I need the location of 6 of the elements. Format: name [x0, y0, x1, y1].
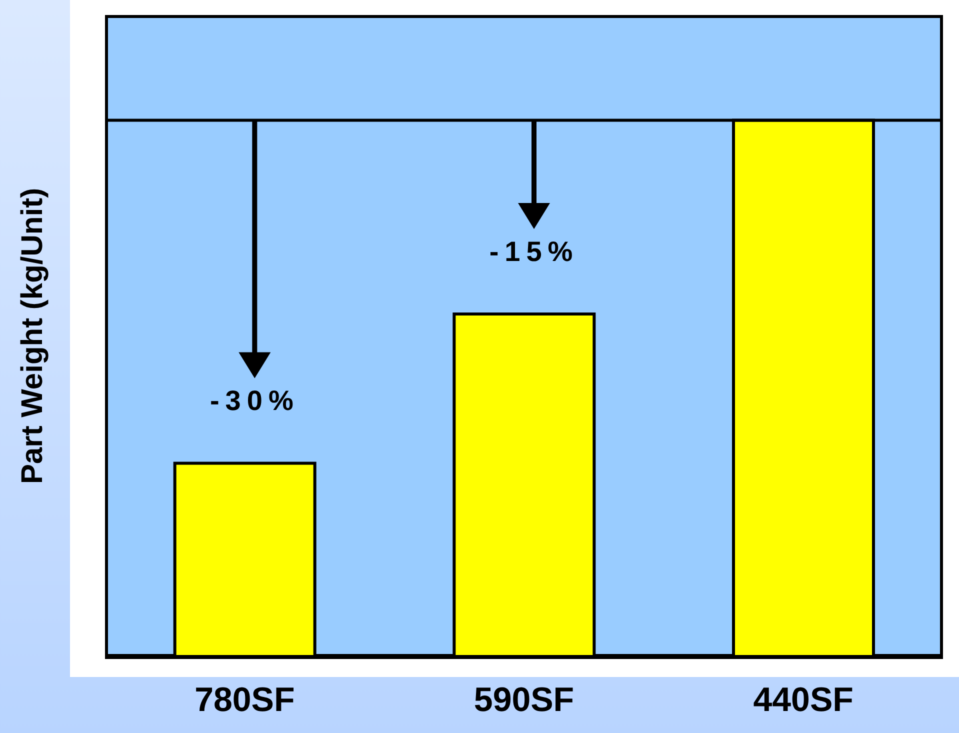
x-tick-label: 590SF [474, 681, 574, 720]
x-tick-label: 440SF [753, 681, 854, 720]
x-tick-label: 780SF [194, 681, 295, 720]
annotation: -30% [210, 385, 300, 416]
y-axis-title: Part Weight (kg/Unit) [16, 188, 49, 484]
annotation: -15% [489, 236, 579, 267]
